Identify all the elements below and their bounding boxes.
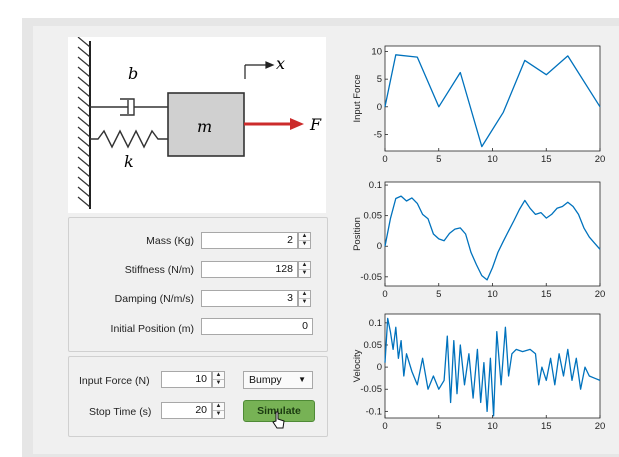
damper-label: b xyxy=(128,64,138,83)
mass-spring-damper-diagram: x b k m F xyxy=(68,36,326,213)
chart-1-x-tick-label: 10 xyxy=(487,289,498,300)
stiffness-label: Stiffness (N/m) xyxy=(124,264,194,276)
chart-2-y-axis-label: Velocity xyxy=(352,349,363,382)
damper xyxy=(90,98,168,116)
mass-label: m xyxy=(197,117,212,136)
chart-0-y-tick-label: 0 xyxy=(377,102,382,113)
chart-2-x-tick-label: 20 xyxy=(595,421,606,432)
input-force-decrement-button[interactable]: ▼ xyxy=(215,380,222,386)
wall xyxy=(77,36,91,209)
position-plot: 0 5 10 15 20 0.1 0.05 0 -0.05 Position xyxy=(348,176,610,309)
simulation-panel xyxy=(68,356,328,437)
x-label: x xyxy=(276,54,285,73)
chart-1-x-tick-label: 5 xyxy=(436,289,441,300)
chart-1-x-tick-label: 0 xyxy=(382,289,387,300)
input-force-label: Input Force (N) xyxy=(79,375,150,387)
chart-2-x-tick-label: 15 xyxy=(541,421,552,432)
force-type-value: Bumpy xyxy=(249,374,282,386)
damping-field[interactable]: 3 xyxy=(201,290,298,307)
damping-decrement-button[interactable]: ▼ xyxy=(301,299,308,305)
force-label: F xyxy=(309,115,322,134)
damping-increment-button[interactable]: ▲ xyxy=(299,291,310,299)
velocity-plot: 0 5 10 15 20 0.1 0.05 0 -0.05 -0.1 Velocity xyxy=(348,310,610,443)
chart-1-x-tick-label: 20 xyxy=(595,289,606,300)
chart-0-plot-area xyxy=(384,45,601,152)
initial-position-label: Initial Position (m) xyxy=(110,323,194,335)
chart-0-x-tick-label: 20 xyxy=(595,154,606,165)
input-force-plot: 0 5 10 15 20 10 5 0 -5 Input Force xyxy=(348,38,610,171)
input-force-field[interactable]: 10 xyxy=(161,371,212,388)
chart-0-series-line xyxy=(384,54,601,148)
chart-2-series-line xyxy=(384,317,601,417)
stiffness-increment-button[interactable]: ▲ xyxy=(299,262,310,270)
chart-2-y-tick-label: 0.1 xyxy=(369,318,382,329)
mass-decrement-button[interactable]: ▼ xyxy=(301,241,308,247)
stop-time-stepper[interactable]: ▲ ▼ xyxy=(212,402,225,419)
stiffness-stepper[interactable]: ▲ ▼ xyxy=(298,261,311,278)
chart-1-y-tick-label: 0.05 xyxy=(364,211,383,222)
chart-2-y-tick-label: 0 xyxy=(377,362,382,373)
stiffness-decrement-button[interactable]: ▼ xyxy=(301,270,308,276)
input-force-increment-button[interactable]: ▲ xyxy=(213,372,224,380)
chart-0-x-tick-label: 0 xyxy=(382,154,387,165)
chart-2-x-tick-label: 0 xyxy=(382,421,387,432)
chart-1-y-axis-label: Position xyxy=(352,217,363,251)
force-arrow xyxy=(244,118,304,130)
chart-2-y-tick-label: -0.1 xyxy=(366,406,382,417)
chart-0-x-tick-label: 15 xyxy=(541,154,552,165)
stop-time-label: Stop Time (s) xyxy=(89,406,152,418)
chart-0-y-tick-label: -5 xyxy=(374,129,382,140)
chart-0-y-tick-label: 5 xyxy=(377,74,382,85)
mass-field[interactable]: 2 xyxy=(201,232,298,249)
initial-position-field[interactable]: 0 xyxy=(201,318,313,335)
chart-1-y-tick-label: 0.1 xyxy=(369,180,382,191)
spring xyxy=(90,129,168,149)
chart-0-y-tick-label: 10 xyxy=(371,47,382,58)
chart-0-y-axis-label: Input Force xyxy=(352,74,363,122)
chart-1-series-line xyxy=(384,195,601,281)
mass-stepper[interactable]: ▲ ▼ xyxy=(298,232,311,249)
damping-stepper[interactable]: ▲ ▼ xyxy=(298,290,311,307)
force-type-dropdown[interactable]: Bumpy ▼ xyxy=(243,371,313,389)
chart-1-plot-area xyxy=(384,181,601,287)
chart-2-y-tick-label: -0.05 xyxy=(360,384,382,395)
stop-time-increment-button[interactable]: ▲ xyxy=(213,403,224,411)
stop-time-decrement-button[interactable]: ▼ xyxy=(215,411,222,417)
chart-0-x-tick-label: 5 xyxy=(436,154,441,165)
chart-2-x-tick-label: 10 xyxy=(487,421,498,432)
chart-1-y-tick-label: 0 xyxy=(377,241,382,252)
mouse-cursor-icon xyxy=(272,411,285,429)
chevron-down-icon: ▼ xyxy=(298,375,306,384)
stiffness-field[interactable]: 128 xyxy=(201,261,298,278)
chart-2-y-tick-label: 0.05 xyxy=(364,340,383,351)
chart-1-y-tick-label: -0.05 xyxy=(360,272,382,283)
chart-2-x-tick-label: 5 xyxy=(436,421,441,432)
input-force-stepper[interactable]: ▲ ▼ xyxy=(212,371,225,388)
mass-label: Mass (Kg) xyxy=(146,235,194,247)
stop-time-field[interactable]: 20 xyxy=(161,402,212,419)
damping-label: Damping (N/m/s) xyxy=(114,293,194,305)
chart-1-x-tick-label: 15 xyxy=(541,289,552,300)
mass-increment-button[interactable]: ▲ xyxy=(299,233,310,241)
chart-0-x-tick-label: 10 xyxy=(487,154,498,165)
spring-label: k xyxy=(124,152,134,171)
x-direction-arrow xyxy=(244,61,275,79)
